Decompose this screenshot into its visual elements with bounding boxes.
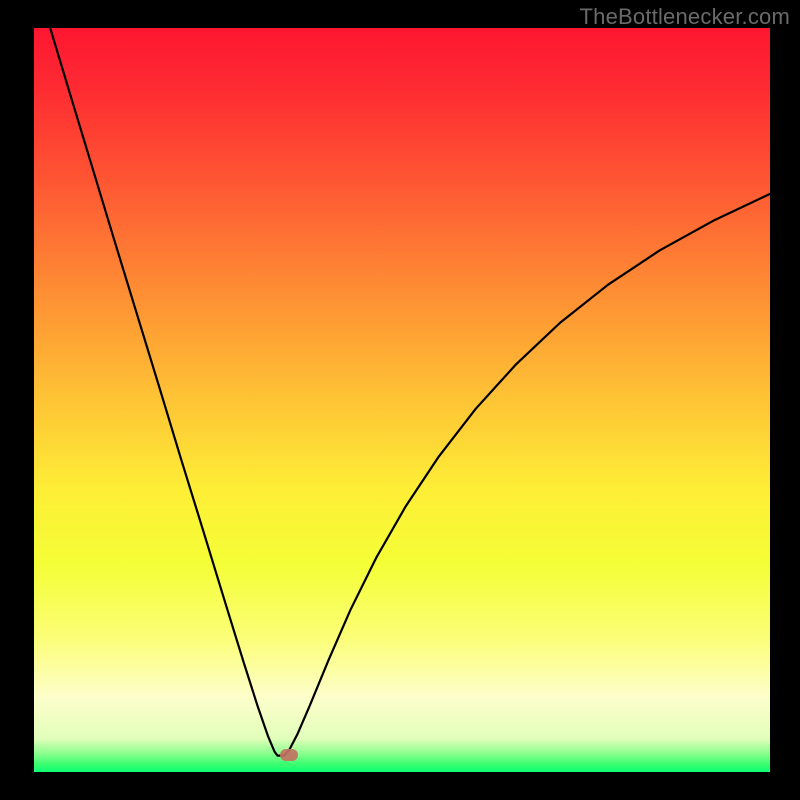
optimum-marker — [280, 749, 298, 761]
bottleneck-curve — [50, 28, 770, 756]
watermark-text: TheBottlenecker.com — [580, 4, 790, 30]
chart-plot-area — [34, 28, 770, 772]
chart-curve-layer — [34, 28, 770, 772]
